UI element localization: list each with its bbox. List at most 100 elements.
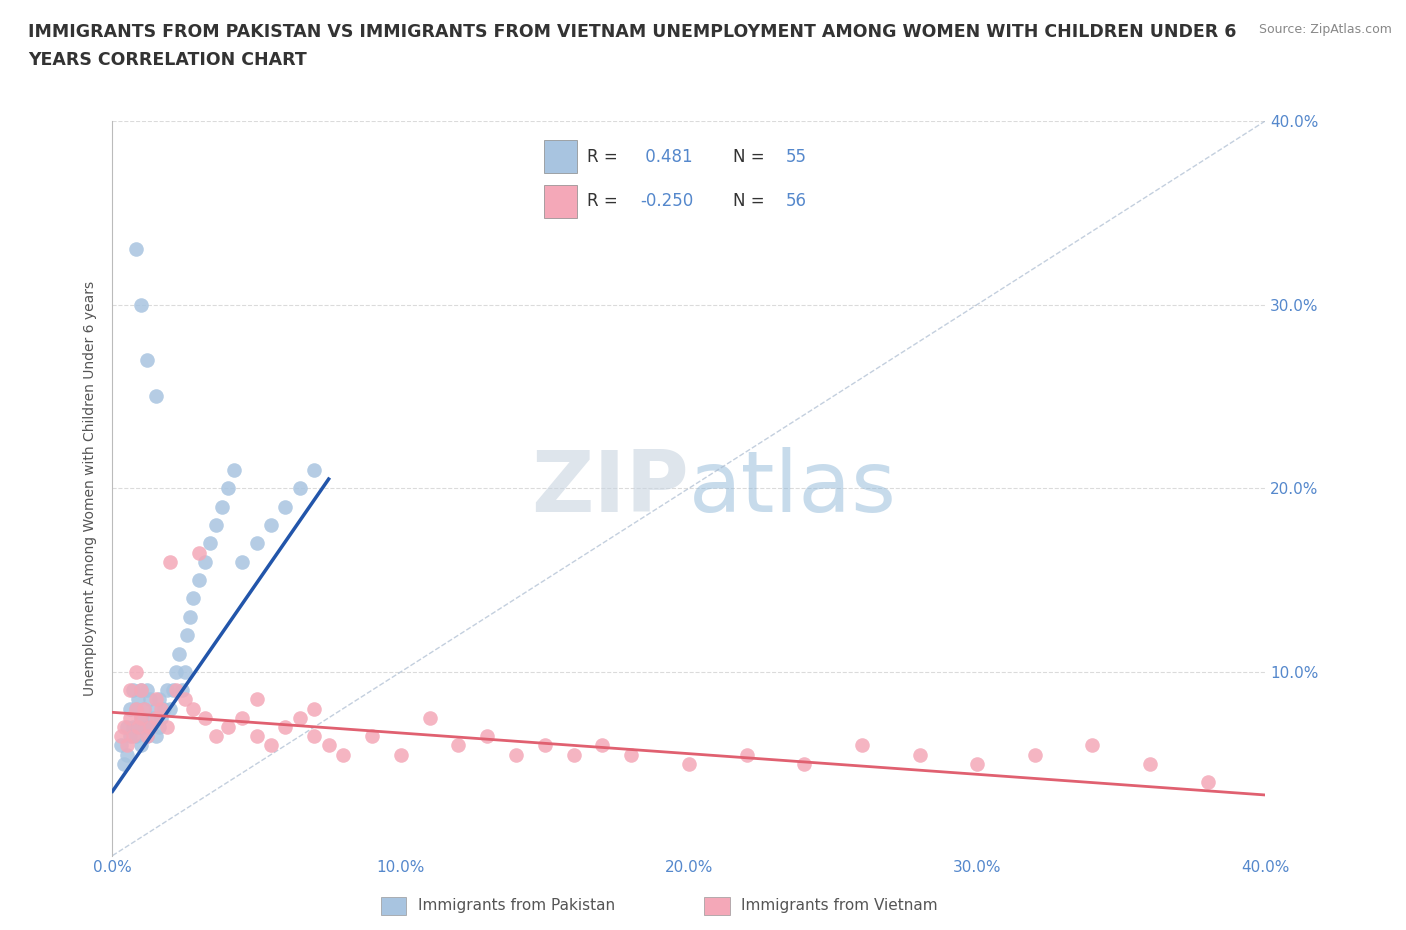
Y-axis label: Unemployment Among Women with Children Under 6 years: Unemployment Among Women with Children U… — [83, 281, 97, 696]
Point — [222, 462, 245, 477]
Point — [447, 738, 470, 753]
Point — [118, 729, 141, 744]
Text: Immigrants from Vietnam: Immigrants from Vietnam — [741, 898, 938, 913]
Point — [136, 729, 159, 744]
FancyBboxPatch shape — [381, 897, 406, 915]
Point — [110, 738, 132, 753]
FancyBboxPatch shape — [704, 897, 730, 915]
Point — [176, 628, 198, 643]
Point — [205, 729, 228, 744]
Point — [134, 720, 156, 735]
Point — [165, 683, 187, 698]
Point — [139, 720, 162, 735]
Point — [121, 683, 143, 698]
Point — [419, 711, 441, 725]
Point — [118, 701, 141, 716]
Point — [170, 683, 193, 698]
Point — [274, 720, 297, 735]
Text: R =: R = — [588, 148, 617, 166]
Point — [148, 720, 170, 735]
Point — [217, 481, 239, 496]
Text: Source: ZipAtlas.com: Source: ZipAtlas.com — [1258, 23, 1392, 36]
Point — [966, 756, 988, 771]
Point — [118, 711, 141, 725]
Point — [153, 701, 176, 716]
Point — [200, 536, 222, 551]
Point — [156, 683, 179, 698]
Point — [129, 683, 153, 698]
Point — [159, 701, 181, 716]
Text: 55: 55 — [786, 148, 807, 166]
Point — [1024, 747, 1046, 762]
Point — [620, 747, 643, 762]
Point — [205, 517, 228, 532]
Point — [148, 692, 170, 707]
Point — [735, 747, 758, 762]
Point — [127, 692, 149, 707]
Point — [678, 756, 700, 771]
Point — [124, 242, 146, 257]
Point — [851, 738, 873, 753]
Point — [173, 664, 195, 679]
Point — [194, 711, 217, 725]
Point — [304, 729, 326, 744]
Point — [246, 729, 269, 744]
Point — [534, 738, 557, 753]
Point — [179, 609, 201, 624]
Point — [188, 573, 211, 588]
Point — [136, 683, 159, 698]
Point — [159, 554, 181, 569]
Point — [211, 499, 233, 514]
Point — [129, 738, 153, 753]
FancyBboxPatch shape — [544, 185, 578, 219]
Point — [217, 720, 239, 735]
Point — [360, 729, 382, 744]
Text: YEARS CORRELATION CHART: YEARS CORRELATION CHART — [28, 51, 307, 69]
Point — [112, 720, 135, 735]
Point — [332, 747, 354, 762]
Point — [304, 462, 326, 477]
Point — [304, 701, 326, 716]
Text: -0.250: -0.250 — [640, 192, 693, 209]
Point — [167, 646, 190, 661]
Point — [162, 683, 184, 698]
Point — [260, 738, 283, 753]
Point — [475, 729, 499, 744]
Point — [134, 701, 156, 716]
Point — [121, 729, 143, 744]
Point — [274, 499, 297, 514]
Point — [150, 701, 173, 716]
Point — [145, 729, 167, 744]
Point — [194, 554, 217, 569]
Point — [145, 711, 167, 725]
Point — [129, 298, 153, 312]
Point — [389, 747, 412, 762]
Point — [592, 738, 614, 753]
Point — [124, 664, 146, 679]
Point — [139, 720, 162, 735]
Point — [318, 738, 340, 753]
Text: atlas: atlas — [689, 446, 897, 530]
Point — [139, 692, 162, 707]
Point — [115, 747, 138, 762]
Point — [127, 720, 149, 735]
Point — [136, 352, 159, 367]
Point — [1139, 756, 1161, 771]
Point — [246, 692, 269, 707]
Point — [145, 692, 167, 707]
Point — [145, 701, 167, 716]
Point — [129, 711, 153, 725]
Text: 0.481: 0.481 — [640, 148, 693, 166]
Point — [142, 711, 165, 725]
Point — [188, 545, 211, 560]
Text: 56: 56 — [786, 192, 807, 209]
Point — [124, 729, 146, 744]
FancyBboxPatch shape — [544, 140, 578, 173]
Point — [124, 701, 146, 716]
Point — [115, 720, 138, 735]
Point — [156, 720, 179, 735]
Point — [136, 729, 159, 744]
Point — [231, 554, 253, 569]
Point — [112, 756, 135, 771]
Point — [1081, 738, 1104, 753]
